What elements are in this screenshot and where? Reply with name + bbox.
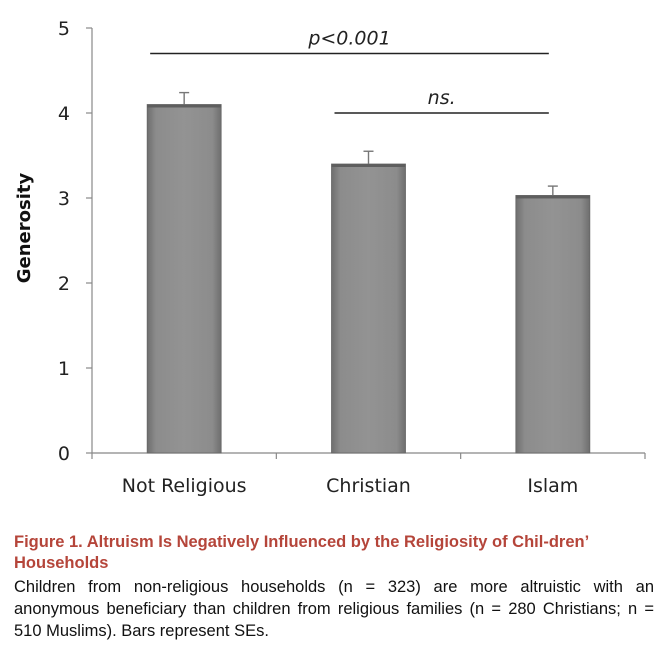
bars xyxy=(146,104,591,454)
x-tick-label: Christian xyxy=(326,475,411,497)
y-tick-label: 3 xyxy=(58,188,70,210)
caption-body: Children from non-religious households (… xyxy=(14,578,654,640)
bar xyxy=(515,195,591,454)
significance-label: p<0.001 xyxy=(307,28,390,50)
figure-caption: Figure 1. Altruism Is Negatively Influen… xyxy=(14,532,654,642)
bar-chart: 0 1 2 3 4 5 Not Religious Christian Islam p<0.00… xyxy=(14,18,646,497)
significance-annotations: p<0.001 ns. xyxy=(150,28,549,114)
y-tick-label: 5 xyxy=(58,18,70,40)
x-tick-label: Not Religious xyxy=(122,475,247,497)
y-axis-label: Generosity xyxy=(14,173,35,284)
x-tick-label: Islam xyxy=(527,475,578,497)
significance-label: ns. xyxy=(428,87,456,109)
bar-top-edge xyxy=(515,195,590,199)
y-tick-label: 2 xyxy=(58,273,70,295)
caption-title: Figure 1. Altruism Is Negatively Influen… xyxy=(14,533,589,572)
error-bars xyxy=(179,91,558,196)
bar-top-edge xyxy=(331,164,406,167)
bar xyxy=(331,163,406,454)
y-tick-label: 1 xyxy=(58,358,70,380)
y-tick-label: 4 xyxy=(58,103,70,125)
bar-top-edge xyxy=(147,104,222,108)
y-tick-label: 0 xyxy=(58,443,70,465)
bar xyxy=(146,104,222,454)
axes: 0 1 2 3 4 5 Not Religious Christian Islam xyxy=(58,18,646,497)
